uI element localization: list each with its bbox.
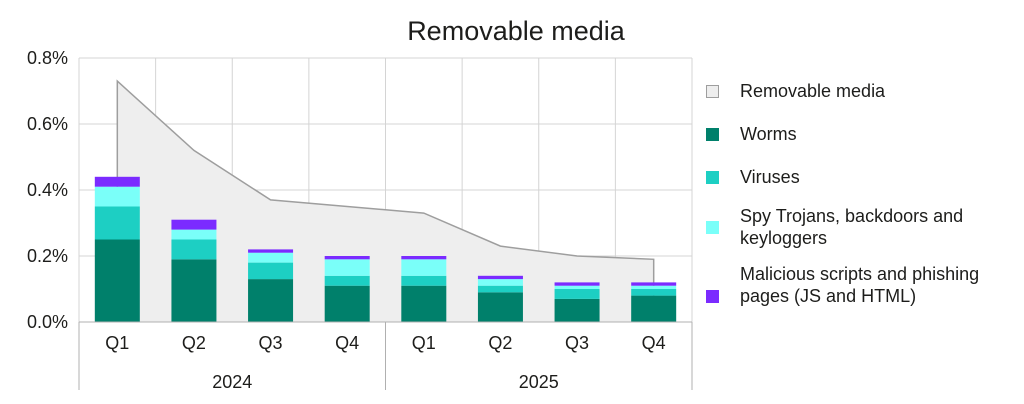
- legend-swatch: [706, 85, 719, 98]
- bar-segment-2: [631, 289, 677, 296]
- bar-segment-3: [248, 252, 294, 263]
- bar-segment-2: [324, 275, 370, 286]
- legend-item-viruses: Viruses: [706, 166, 1012, 188]
- y-tick-label: 0.0%: [27, 312, 68, 332]
- bar-segment-1: [401, 285, 447, 322]
- x-tick-label: Q2: [488, 333, 512, 353]
- chart-title: Removable media: [407, 16, 625, 46]
- bar-segment-3: [94, 186, 140, 207]
- legend-item-removable-media: Removable media: [706, 80, 1012, 102]
- bar-segment-3: [401, 259, 447, 276]
- bar-segment-4: [94, 176, 140, 187]
- bar-segment-1: [477, 292, 523, 322]
- bar-segment-2: [248, 262, 294, 280]
- legend-swatch: [706, 221, 719, 234]
- bar-segment-4: [171, 219, 217, 230]
- x-tick-label: Q4: [642, 333, 666, 353]
- bar-segment-2: [171, 239, 217, 260]
- x-tick-label: Q1: [412, 333, 436, 353]
- y-tick-label: 0.8%: [27, 48, 68, 68]
- bar-segment-3: [631, 285, 677, 289]
- bar-segment-2: [554, 289, 600, 299]
- bar-segment-3: [477, 279, 523, 286]
- legend-swatch: [706, 171, 719, 184]
- bar-segment-2: [477, 285, 523, 293]
- bar-segment-3: [554, 285, 600, 289]
- bar-segment-1: [631, 295, 677, 322]
- legend-item-malicious-scripts: Malicious scripts and phishing pages (JS…: [706, 263, 1012, 307]
- bar-segment-1: [94, 239, 140, 322]
- y-tick-label: 0.6%: [27, 114, 68, 134]
- legend-label: Viruses: [740, 167, 800, 187]
- bar-segment-1: [324, 285, 370, 322]
- x-tick-label: Q1: [105, 333, 129, 353]
- legend-item-spy-trojans: Spy Trojans, backdoors and keyloggers: [706, 205, 1012, 249]
- legend-label: Worms: [740, 124, 797, 144]
- y-tick-label: 0.4%: [27, 180, 68, 200]
- legend-swatch: [706, 128, 719, 141]
- bar-segment-4: [401, 256, 447, 260]
- bar-segment-3: [171, 229, 217, 240]
- legend-swatch: [706, 290, 719, 303]
- x-group-label: 2025: [519, 372, 559, 392]
- bar-segment-1: [171, 259, 217, 322]
- x-tick-label: Q3: [565, 333, 589, 353]
- axis-layer: 0.0% 0.2% 0.4% 0.6% 0.8% Q1 Q2 Q3 Q4 Q1 Q2 Q3 Q4 2024…: [27, 48, 693, 392]
- bar-segment-1: [554, 298, 600, 322]
- bar-segment-4: [324, 256, 370, 260]
- legend-label: Removable media: [740, 81, 886, 101]
- x-tick-label: Q4: [335, 333, 359, 353]
- legend-label: Spy Trojans, backdoors and keyloggers: [740, 206, 964, 248]
- x-group-label: 2024: [212, 372, 252, 392]
- x-tick-label: Q3: [259, 333, 283, 353]
- bar-segment-2: [401, 275, 447, 286]
- bar-segment-4: [477, 275, 523, 280]
- bar-segment-4: [631, 282, 677, 286]
- bar-segment-3: [324, 259, 370, 276]
- bar-segment-4: [554, 282, 600, 286]
- bar-segment-1: [248, 279, 294, 322]
- y-tick-label: 0.2%: [27, 246, 68, 266]
- x-tick-label: Q2: [182, 333, 206, 353]
- bar-segment-4: [248, 249, 294, 253]
- legend-label: Malicious scripts and phishing pages (JS…: [740, 264, 980, 306]
- area-line-removable-media: [116, 79, 655, 322]
- bar-segment-2: [94, 206, 140, 240]
- legend-item-worms: Worms: [706, 123, 1012, 145]
- bar-layer: [94, 176, 677, 322]
